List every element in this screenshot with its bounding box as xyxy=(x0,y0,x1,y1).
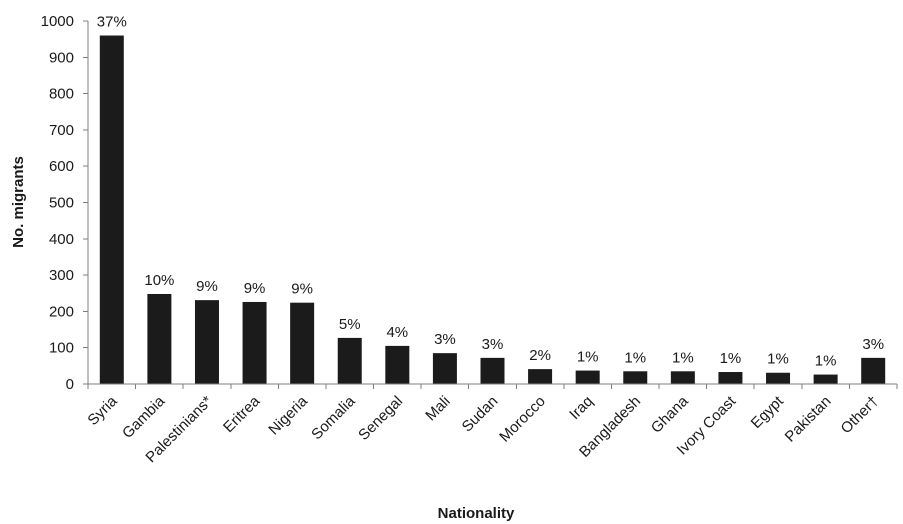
y-tick-label: 800 xyxy=(49,86,74,103)
data-labels: 37% 10% 9% 9% 9% 5% 4% 3% 3% 2% 1% 1% 1% 1% 1% 1% 3% xyxy=(97,14,884,370)
x-tick-label: Pakistan xyxy=(782,393,835,446)
x-tick-label: Sudan xyxy=(459,393,502,436)
x-tick-label: Iraq xyxy=(566,393,596,423)
bar-ivory-coast xyxy=(718,372,743,384)
data-label: 5% xyxy=(339,316,361,333)
y-axis-title: No. migrants xyxy=(10,156,27,248)
data-label: 10% xyxy=(144,272,174,289)
x-tick-label: Ghana xyxy=(648,392,692,436)
data-label: 9% xyxy=(244,280,266,297)
bar-morocco xyxy=(528,369,553,384)
y-tick-label: 100 xyxy=(49,340,74,357)
x-tick-label: Somalia xyxy=(308,392,359,443)
x-tick-label: Other† xyxy=(838,393,882,437)
y-tick-label: 300 xyxy=(49,267,74,284)
bar-eritrea xyxy=(242,301,267,384)
y-tick-label: 200 xyxy=(49,303,74,320)
x-tick-label: Senegal xyxy=(355,393,406,444)
data-label: 1% xyxy=(577,349,599,366)
bar-mali xyxy=(432,353,457,384)
bar-iraq xyxy=(575,370,600,384)
data-label: 9% xyxy=(291,281,313,298)
bar-ghana xyxy=(670,371,695,384)
y-axis: 0 100 200 300 400 500 600 700 800 900 1000 xyxy=(41,13,89,393)
y-tick-label: 600 xyxy=(49,158,74,175)
data-label: 1% xyxy=(815,353,837,370)
data-label: 1% xyxy=(672,349,694,366)
x-tick-label: Mali xyxy=(422,393,453,424)
bar-syria xyxy=(99,35,124,385)
x-axis-title: Nationality xyxy=(438,505,515,522)
y-tick-label: 0 xyxy=(66,376,74,393)
data-label: 9% xyxy=(196,278,218,295)
bar-somalia xyxy=(337,337,362,384)
bar-pakistan xyxy=(813,374,838,384)
y-tick-label: 500 xyxy=(49,195,74,212)
data-label: 1% xyxy=(624,349,646,366)
bar-gambia xyxy=(147,293,172,384)
y-tick-label: 1000 xyxy=(41,13,74,30)
x-tick-label: Egypt xyxy=(748,392,788,432)
x-tick-label: Eritrea xyxy=(220,392,264,436)
data-label: 3% xyxy=(862,336,884,353)
data-label: 3% xyxy=(482,336,504,353)
x-tick-label: Morocco xyxy=(496,393,549,446)
bars xyxy=(99,35,886,385)
y-tick-label: 700 xyxy=(49,122,74,139)
data-label: 4% xyxy=(386,324,408,341)
y-tick-label: 400 xyxy=(49,231,74,248)
data-label: 2% xyxy=(529,347,551,364)
data-label: 37% xyxy=(97,14,127,31)
data-label: 1% xyxy=(720,350,742,367)
bar-other xyxy=(861,357,886,384)
x-tick-label: Nigeria xyxy=(265,392,311,438)
x-tick-label: Syria xyxy=(84,392,121,429)
data-label: 1% xyxy=(767,351,789,368)
bar-nigeria xyxy=(290,302,315,384)
bar-egypt xyxy=(766,372,791,384)
y-tick-label: 900 xyxy=(49,49,74,66)
bar-palestinians xyxy=(194,300,219,384)
bar-sudan xyxy=(480,357,505,384)
data-label: 3% xyxy=(434,331,456,348)
bar-senegal xyxy=(385,345,410,384)
bar-bangladesh xyxy=(623,371,648,384)
